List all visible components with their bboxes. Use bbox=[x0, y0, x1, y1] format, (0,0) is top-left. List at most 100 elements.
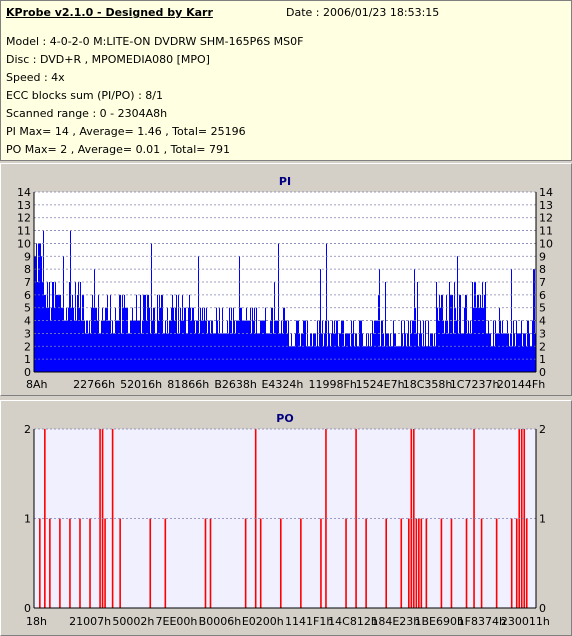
pi-bar bbox=[419, 333, 420, 372]
pi-bar bbox=[292, 346, 293, 372]
y-tick-label-right: 12 bbox=[539, 212, 553, 225]
pi-bar bbox=[433, 346, 434, 372]
po-bar bbox=[89, 518, 91, 608]
y-tick-label-left: 2 bbox=[24, 340, 31, 353]
x-tick-label: 1C7237h bbox=[450, 378, 500, 391]
pi-bar bbox=[85, 333, 86, 372]
pi-bar bbox=[458, 333, 459, 372]
pi-bar bbox=[41, 256, 42, 372]
pi-bar bbox=[163, 333, 164, 372]
pi-bar bbox=[153, 307, 154, 372]
pi-bar bbox=[266, 333, 267, 372]
pi-bar bbox=[331, 333, 332, 372]
pi-bar bbox=[336, 320, 337, 372]
pi-bar bbox=[200, 307, 201, 372]
pi-bar bbox=[283, 307, 284, 372]
pi-bar bbox=[482, 282, 483, 372]
pi-bar bbox=[305, 320, 306, 372]
scan-speed: Speed : 4x bbox=[6, 71, 65, 84]
pi-bar bbox=[355, 333, 356, 372]
pi-bar bbox=[144, 294, 145, 372]
pi-bar bbox=[226, 333, 227, 372]
x-tick-label: 20144Fh bbox=[497, 378, 545, 391]
x-tick-label: 18h bbox=[26, 615, 47, 628]
scanned-range: Scanned range : 0 - 2304A8h bbox=[6, 107, 168, 120]
pi-bar bbox=[216, 307, 217, 372]
pi-bar bbox=[381, 320, 382, 372]
pi-bar bbox=[402, 333, 403, 372]
pi-bar bbox=[202, 307, 203, 372]
y-tick-label-right: 11 bbox=[539, 225, 553, 238]
pi-bar bbox=[166, 333, 167, 372]
pi-bar bbox=[505, 333, 506, 372]
pi-bar bbox=[483, 307, 484, 372]
pi-bar bbox=[198, 256, 199, 372]
pi-bar bbox=[35, 256, 36, 372]
pi-bar bbox=[302, 333, 303, 372]
pi-bar bbox=[197, 320, 198, 372]
pi-bar bbox=[377, 320, 378, 372]
x-tick-label: 18C358h bbox=[403, 378, 453, 391]
y-tick-label-left: 11 bbox=[17, 225, 31, 238]
pi-bar bbox=[201, 320, 202, 372]
po-bar bbox=[345, 518, 347, 608]
y-tick-label-right: 4 bbox=[539, 315, 546, 328]
pi-bar bbox=[454, 282, 455, 372]
pi-bar bbox=[65, 320, 66, 372]
pi-bar bbox=[316, 346, 317, 372]
pi-bar bbox=[496, 333, 497, 372]
pi-bar bbox=[529, 333, 530, 372]
pi-bar bbox=[365, 346, 366, 372]
pi-bar bbox=[248, 320, 249, 372]
pi-bar bbox=[161, 294, 162, 372]
pi-bar bbox=[115, 307, 116, 372]
pi-bar bbox=[340, 333, 341, 372]
pi-bar bbox=[432, 333, 433, 372]
pi-bar bbox=[429, 346, 430, 372]
po-bar bbox=[149, 518, 152, 608]
pi-bar bbox=[231, 307, 232, 372]
y-tick-label-left: 1 bbox=[24, 353, 31, 366]
pi-bar bbox=[112, 320, 113, 372]
po-bar bbox=[325, 429, 327, 608]
pi-bar bbox=[416, 333, 417, 372]
pi-bar bbox=[215, 333, 216, 372]
pi-bar bbox=[257, 333, 258, 372]
y-tick-label-left: 10 bbox=[17, 237, 31, 250]
y-tick-label-left: 12 bbox=[17, 212, 31, 225]
pi-bar bbox=[93, 307, 94, 372]
pi-bar bbox=[249, 320, 250, 372]
pi-bar bbox=[155, 333, 156, 372]
po-bar bbox=[515, 518, 518, 608]
pi-bar bbox=[304, 320, 305, 372]
po-bar bbox=[510, 518, 513, 608]
po-bar bbox=[415, 518, 418, 608]
pi-bar bbox=[121, 333, 122, 372]
pi-bar bbox=[77, 294, 78, 372]
pi-bar bbox=[525, 333, 526, 372]
pi-bar bbox=[500, 320, 501, 372]
pi-bar bbox=[393, 320, 394, 372]
pi-bar bbox=[184, 307, 185, 372]
pi-bar bbox=[37, 282, 38, 372]
pi-bar bbox=[233, 307, 234, 372]
pi-bar bbox=[339, 333, 340, 372]
pi-bar bbox=[479, 307, 480, 372]
pi-bar bbox=[300, 346, 301, 372]
pi-bar bbox=[348, 333, 349, 372]
pi-bar bbox=[519, 333, 520, 372]
pi-bar bbox=[254, 307, 255, 372]
pi-bar bbox=[208, 320, 209, 372]
pi-bar bbox=[91, 307, 92, 372]
pi-bar bbox=[228, 333, 229, 372]
pi-bar bbox=[221, 333, 222, 372]
pi-bar bbox=[173, 307, 174, 372]
pi-bar bbox=[187, 333, 188, 372]
pi-bar bbox=[401, 320, 402, 372]
pi-bar bbox=[465, 294, 466, 372]
pi-bar bbox=[125, 307, 126, 372]
pi-bar bbox=[206, 307, 207, 372]
pi-bar bbox=[92, 294, 93, 372]
pi-bar bbox=[310, 333, 311, 372]
pi-bar bbox=[501, 333, 502, 372]
